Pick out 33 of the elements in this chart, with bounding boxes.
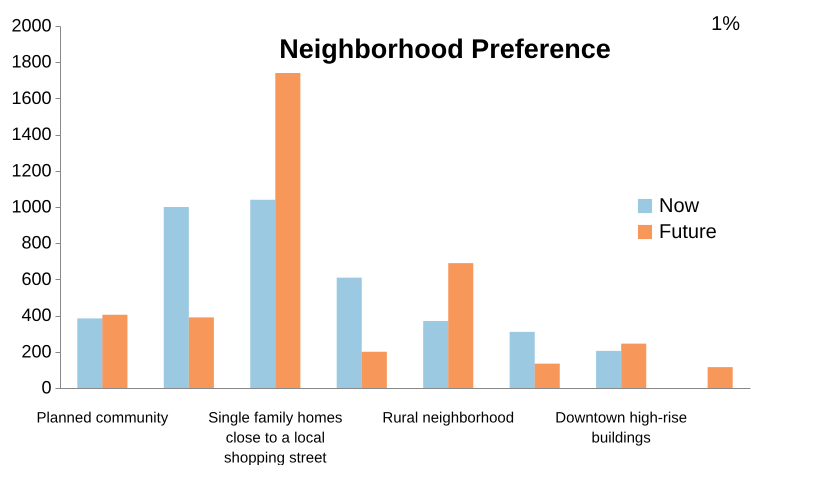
y-tick-label: 1600 <box>11 88 52 108</box>
y-tick-label: 800 <box>21 232 52 253</box>
bar <box>164 207 189 388</box>
y-tick-label: 1000 <box>11 196 52 216</box>
bar <box>510 332 535 388</box>
bar <box>362 352 387 388</box>
y-tick-label: 2000 <box>11 16 52 36</box>
bar <box>423 321 448 388</box>
y-tick-label: 0 <box>41 378 52 398</box>
bar <box>275 73 300 388</box>
bar <box>102 314 128 388</box>
bar <box>621 344 646 388</box>
bar <box>708 367 733 388</box>
bar <box>596 350 622 388</box>
bar <box>336 278 362 388</box>
x-tick-label: Rural neighborhood <box>382 410 514 426</box>
y-tick-label: 200 <box>21 341 52 362</box>
y-tick-label: 1400 <box>11 124 52 144</box>
bar <box>77 318 102 388</box>
y-tick-label: 400 <box>21 305 52 326</box>
annotation: 1% <box>711 13 740 35</box>
chart-title: Neighborhood Preference <box>279 34 611 64</box>
y-tick-label: 1200 <box>11 160 52 180</box>
legend-label: Now <box>659 195 700 217</box>
y-tick-label: 600 <box>21 268 52 289</box>
legend-label: Future <box>659 221 717 243</box>
x-tick-label: Downtown high-rise buildings <box>555 410 688 446</box>
bar <box>448 263 474 388</box>
bar <box>250 200 276 388</box>
bar <box>534 364 560 388</box>
y-tick-label: 1800 <box>11 52 52 72</box>
bar <box>188 317 214 388</box>
x-tick-label: Planned community <box>36 410 169 426</box>
